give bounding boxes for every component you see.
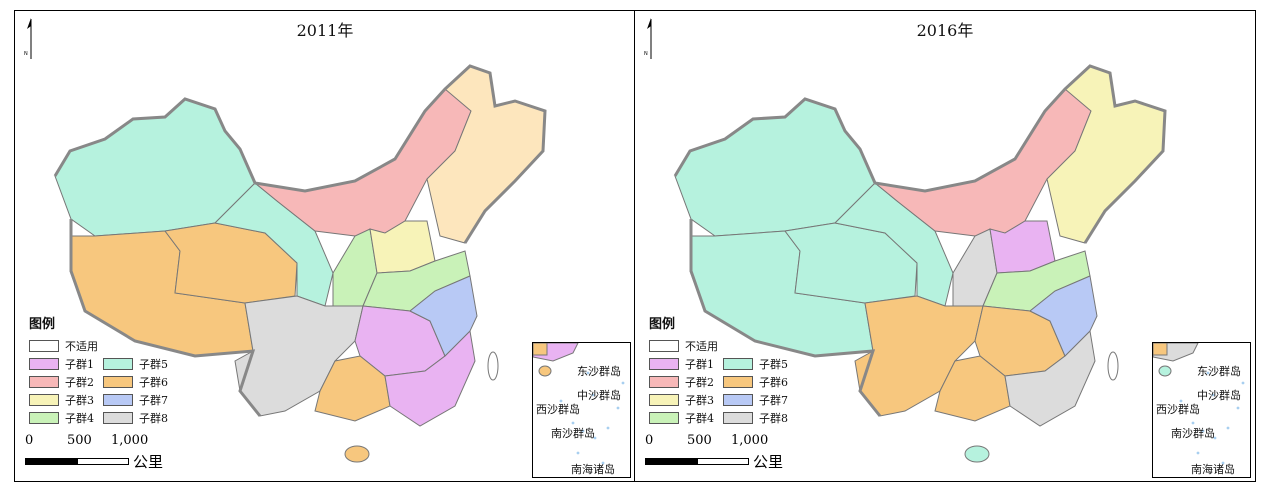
south-china-sea-inset: 东沙群岛 中沙群岛 西沙群岛 南沙群岛 南海诸岛: [1152, 342, 1251, 478]
map-panel-2016: 2016年 N 图例 不适用 子群1 子群5 子群2 子群6: [634, 10, 1256, 482]
panel-title: 2011年: [296, 21, 354, 40]
region-taiwan: [1107, 351, 1119, 381]
map-panel-2011: 2011年 N: [14, 10, 636, 482]
label-nansha: 南沙群岛: [551, 427, 595, 440]
north-arrow-icon: N: [644, 18, 652, 59]
label-xisha: 西沙群岛: [536, 403, 580, 416]
legend-item-1: 子群1: [649, 356, 723, 372]
region-hainan: [344, 445, 370, 463]
country-border: [673, 64, 1167, 244]
legend-item-3: 子群3: [649, 392, 723, 408]
legend-item-6: 子群6: [723, 374, 797, 390]
legend-item-5: 子群5: [723, 356, 797, 372]
legend-item-na: 不适用: [649, 338, 723, 354]
label-dongsha: 东沙群岛: [577, 365, 621, 378]
china-map: [53, 64, 547, 463]
north-arrow-icon: N: [24, 18, 32, 59]
legend-item-3: 子群3: [29, 392, 103, 408]
legend: 图例 不适用 子群1 子群5 子群2 子群6 子群3 子群7 子群4 子群8: [649, 313, 797, 427]
label-xisha: 西沙群岛: [1156, 403, 1200, 416]
scale-tick: 0: [25, 433, 34, 448]
legend-item-8: 子群8: [723, 410, 797, 426]
scale-tick: 500: [687, 433, 712, 448]
label-dongsha: 东沙群岛: [1197, 365, 1241, 378]
china-map: [673, 64, 1167, 463]
panel-title: 2016年: [916, 21, 974, 40]
scale-tick: 0: [645, 433, 654, 448]
legend-title: 图例: [29, 317, 56, 332]
svg-text:N: N: [644, 51, 648, 57]
region-hainan: [964, 445, 990, 463]
legend-title: 图例: [649, 317, 676, 332]
south-china-sea-inset: 东沙群岛 中沙群岛 西沙群岛 南沙群岛 南海诸岛: [532, 342, 631, 478]
label-zhongsha: 中沙群岛: [577, 389, 621, 402]
label-nanhai: 南海诸岛: [571, 463, 615, 476]
label-nanhai: 南海诸岛: [1191, 463, 1235, 476]
legend-item-2: 子群2: [649, 374, 723, 390]
scale-bar: 0 500 1,000 公里: [645, 433, 805, 472]
legend-item-8: 子群8: [103, 410, 177, 426]
scale-unit: 公里: [753, 453, 784, 471]
label-zhongsha: 中沙群岛: [1197, 389, 1241, 402]
region-east: [1029, 275, 1098, 357]
label-nansha: 南沙群岛: [1171, 427, 1215, 440]
legend-item-4: 子群4: [649, 410, 723, 426]
region-taiwan: [487, 351, 499, 381]
legend-item-2: 子群2: [29, 374, 103, 390]
region-southeast: [1004, 329, 1096, 427]
region-southeast: [384, 329, 476, 427]
scale-bar: 0 500 1,000 公里: [25, 433, 185, 472]
legend-item-7: 子群7: [723, 392, 797, 408]
legend-item-na: 不适用: [29, 338, 103, 354]
legend-item-1: 子群1: [29, 356, 103, 372]
legend: 图例 不适用 子群1 子群5 子群2 子群6 子群3 子群7 子群4 子群8: [29, 313, 177, 427]
scale-tick: 1,000: [111, 433, 149, 448]
country-border: [53, 64, 547, 244]
legend-item-7: 子群7: [103, 392, 177, 408]
legend-item-5: 子群5: [103, 356, 177, 372]
region-east: [409, 275, 478, 357]
legend-item-6: 子群6: [103, 374, 177, 390]
legend-item-4: 子群4: [29, 410, 103, 426]
scale-tick: 500: [67, 433, 92, 448]
scale-tick: 1,000: [731, 433, 769, 448]
scale-unit: 公里: [133, 453, 164, 471]
svg-text:N: N: [24, 51, 28, 57]
